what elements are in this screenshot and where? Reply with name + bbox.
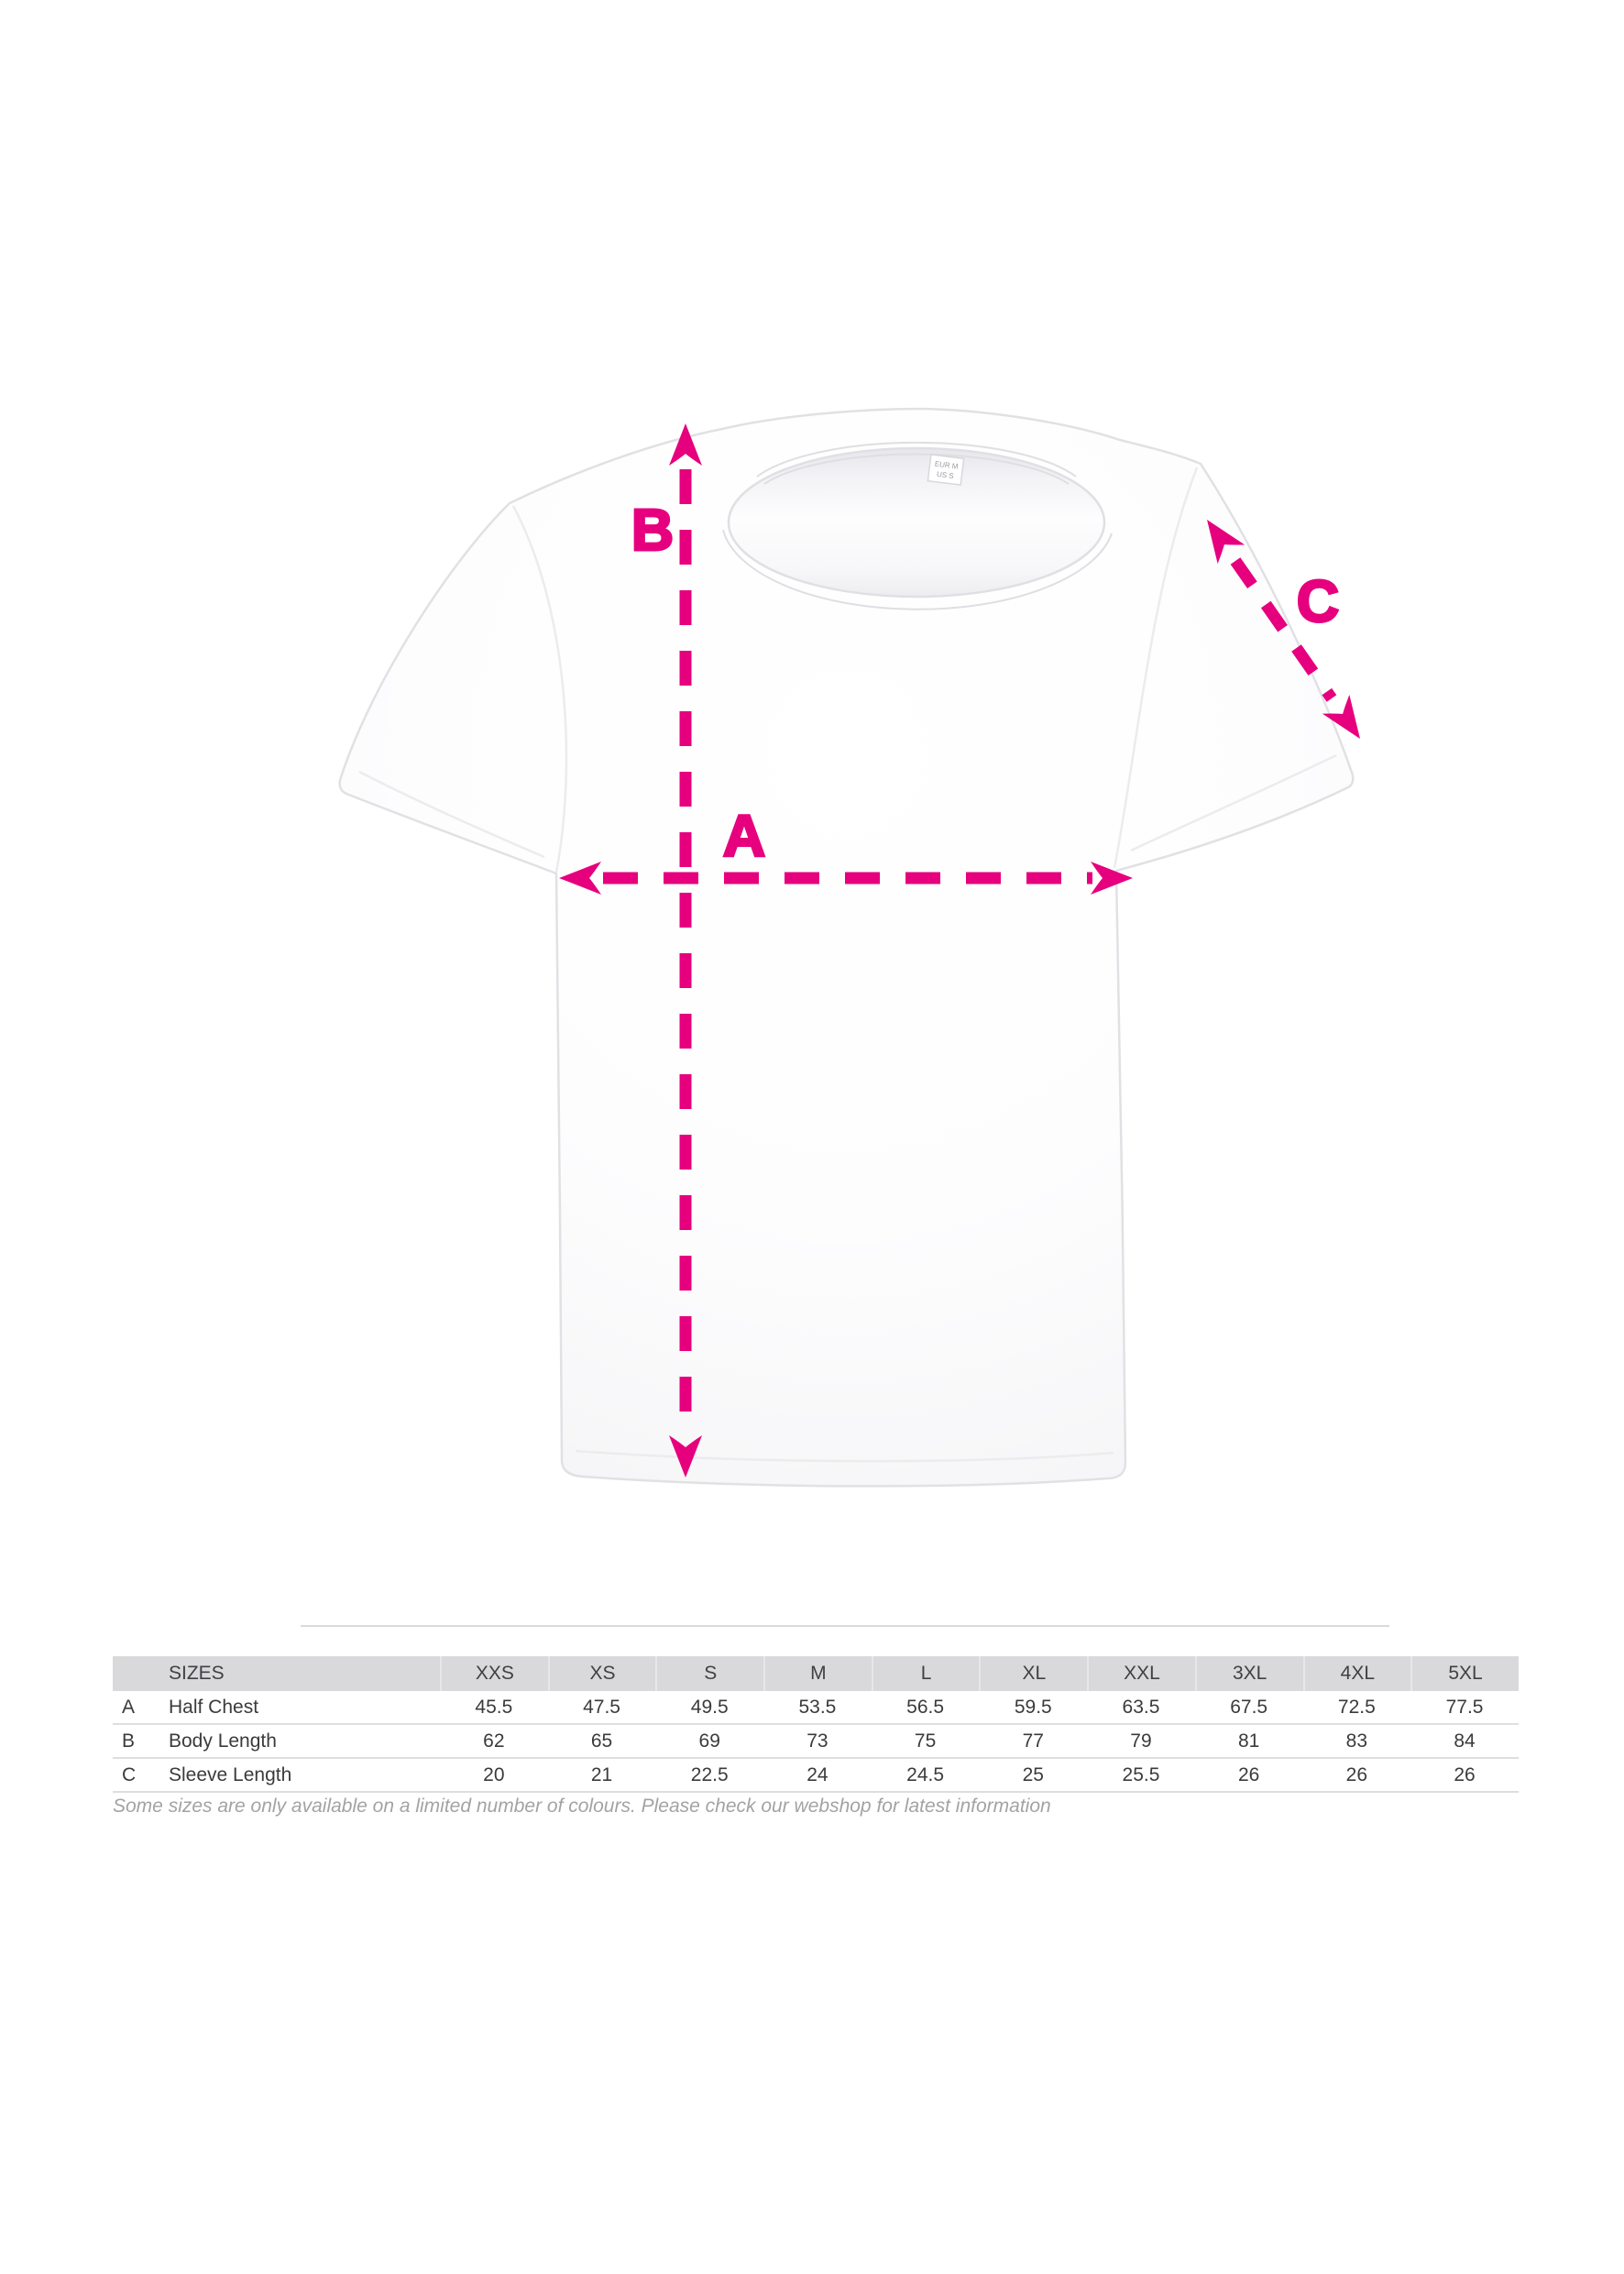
value-cell: 26 <box>1237 1763 1260 1785</box>
neck-size-tag: EUR M US S <box>927 454 965 486</box>
col-header-xl: XL <box>979 1656 1087 1691</box>
neck-tag-line-2: US S <box>937 470 955 480</box>
measure-c-line <box>1230 557 1337 702</box>
bottom-hem-stitch <box>575 1449 1114 1463</box>
table-row-sleeve-length: C Sleeve Length 20 21 22.5 24 24.5 25 25… <box>113 1759 1519 1793</box>
value-cell: 26 <box>1454 1763 1476 1785</box>
neck-size-tag-rect <box>927 454 965 486</box>
row-name: Body Length <box>169 1730 277 1752</box>
left-cuff-hem <box>358 770 545 859</box>
table-row-half-chest: A Half Chest 45.5 47.5 49.5 53.5 56.5 59… <box>113 1691 1519 1725</box>
value-cell: 81 <box>1237 1730 1260 1752</box>
value-cell: 62 <box>483 1730 505 1752</box>
col-header-l: L <box>871 1656 980 1691</box>
value-cell: 72.5 <box>1337 1696 1376 1718</box>
col-header-4xl: 4XL <box>1302 1656 1411 1691</box>
value-cell: 83 <box>1345 1730 1368 1752</box>
col-header-xxl: XXL <box>1087 1656 1195 1691</box>
neck-tag-line-1: EUR M <box>934 460 959 471</box>
collar-front-seam <box>722 529 1113 610</box>
collar-opening <box>727 446 1106 599</box>
col-header-s: S <box>655 1656 763 1691</box>
value-cell: 21 <box>590 1763 613 1785</box>
measure-c-label: C <box>1297 568 1339 634</box>
image-divider-line <box>301 1625 1389 1627</box>
value-cell: 56.5 <box>906 1696 945 1718</box>
row-letter: C <box>122 1763 137 1785</box>
value-cell: 79 <box>1130 1730 1152 1752</box>
value-cell: 22.5 <box>690 1763 729 1785</box>
value-cell: 69 <box>698 1730 720 1752</box>
collar-back-stitch-2 <box>763 453 1070 485</box>
value-cell: 73 <box>807 1730 828 1752</box>
table-footnote: Some sizes are only available on a limit… <box>113 1796 1051 1817</box>
value-cell: 25.5 <box>1122 1763 1160 1785</box>
value-cell: 59.5 <box>1014 1696 1052 1718</box>
value-cell: 20 <box>483 1763 505 1785</box>
left-armhole-seam <box>511 505 568 873</box>
right-armhole-seam <box>1113 467 1199 869</box>
value-cell: 49.5 <box>690 1696 729 1718</box>
value-cell: 77.5 <box>1445 1696 1484 1718</box>
header-sizes-cell: SIZES <box>169 1663 225 1684</box>
row-letter: B <box>122 1730 136 1752</box>
collar-back-stitch-1 <box>756 441 1077 478</box>
row-name: Sleeve Length <box>169 1763 292 1785</box>
measure-b-label: B <box>631 497 674 563</box>
size-table-header-row: SIZES XXS XS S M L XL XXL 3XL 4XL 5XL <box>113 1656 1519 1691</box>
right-cuff-hem <box>1130 753 1337 852</box>
col-header-xxs: XXS <box>440 1656 548 1691</box>
tshirt-silhouette <box>338 407 1355 1488</box>
value-cell: 84 <box>1454 1730 1476 1752</box>
value-cell: 24 <box>807 1763 828 1785</box>
measure-a-label: A <box>723 803 765 869</box>
value-cell: 65 <box>590 1730 613 1752</box>
value-cell: 45.5 <box>475 1696 513 1718</box>
value-cell: 53.5 <box>798 1696 837 1718</box>
value-cell: 25 <box>1022 1763 1044 1785</box>
value-cell: 26 <box>1345 1763 1368 1785</box>
size-table: SIZES XXS XS S M L XL XXL 3XL 4XL 5XL A … <box>113 1656 1519 1793</box>
row-letter: A <box>122 1696 136 1718</box>
row-name: Half Chest <box>169 1696 259 1718</box>
col-header-m: M <box>763 1656 872 1691</box>
value-cell: 24.5 <box>906 1763 945 1785</box>
table-row-body-length: B Body Length 62 65 69 73 75 77 79 81 83… <box>113 1725 1519 1759</box>
value-cell: 63.5 <box>1122 1696 1160 1718</box>
col-header-xs: XS <box>547 1656 656 1691</box>
col-header-5xl: 5XL <box>1410 1656 1519 1691</box>
value-cell: 77 <box>1022 1730 1044 1752</box>
col-header-3xl: 3XL <box>1194 1656 1303 1691</box>
value-cell: 67.5 <box>1230 1696 1268 1718</box>
value-cell: 75 <box>914 1730 937 1752</box>
tshirt-measurement-diagram: EUR M US S B A C <box>338 407 1374 1488</box>
value-cell: 47.5 <box>583 1696 620 1718</box>
